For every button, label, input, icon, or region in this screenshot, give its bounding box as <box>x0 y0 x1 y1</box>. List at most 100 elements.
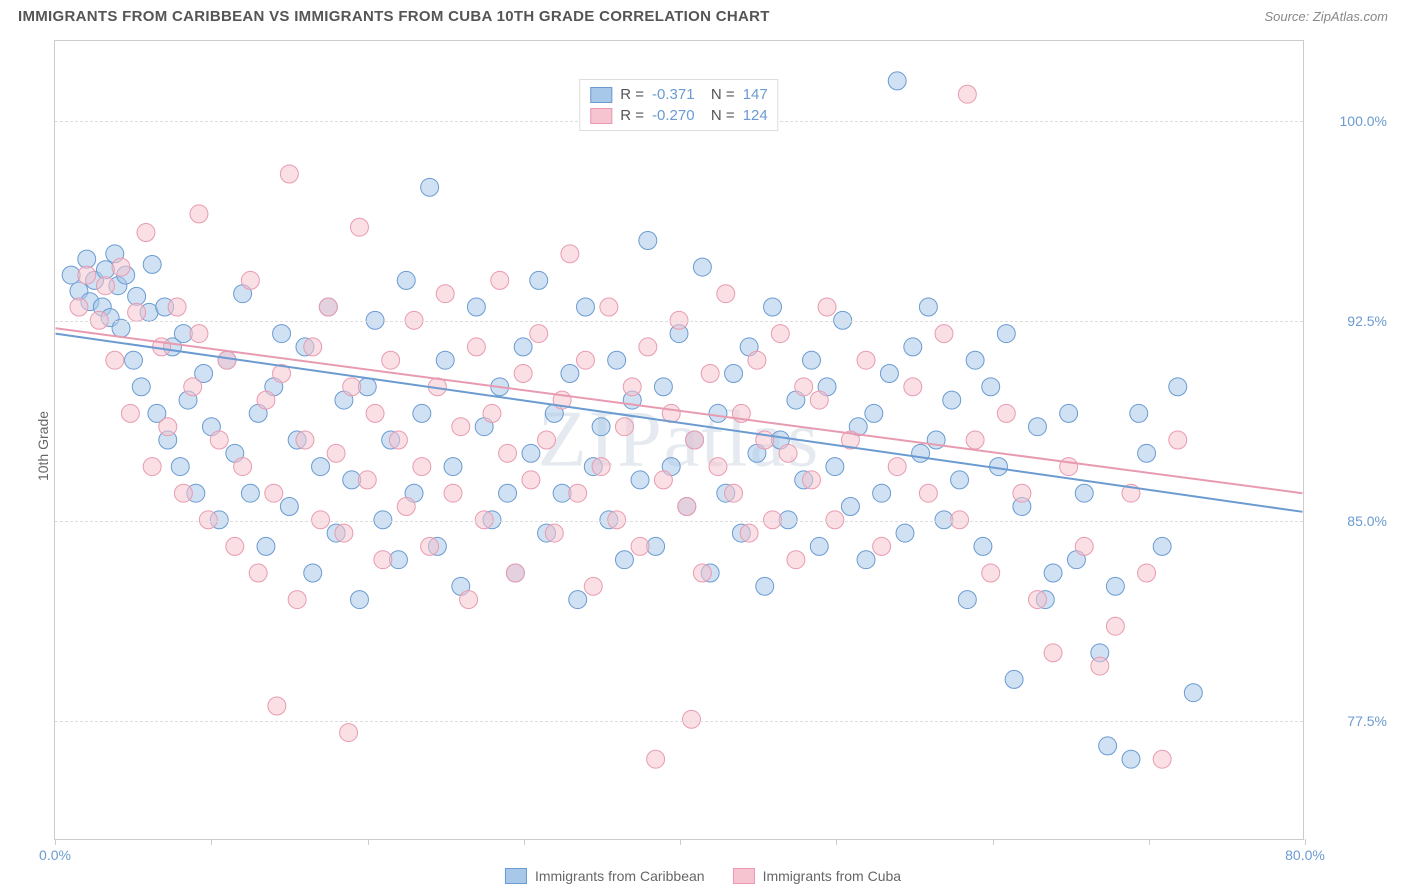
scatter-point <box>1060 458 1078 476</box>
scatter-point <box>958 591 976 609</box>
scatter-point <box>748 351 766 369</box>
x-tick-mark <box>55 839 56 845</box>
x-tick-mark <box>211 839 212 845</box>
scatter-point <box>121 404 139 422</box>
scatter-point <box>96 261 114 279</box>
scatter-point <box>296 431 314 449</box>
scatter-point <box>662 404 680 422</box>
scatter-point <box>96 277 114 295</box>
scatter-point <box>701 365 719 383</box>
scatter-point <box>1013 484 1031 502</box>
chart-header: IMMIGRANTS FROM CARIBBEAN VS IMMIGRANTS … <box>18 8 1388 25</box>
scatter-point <box>112 258 130 276</box>
scatter-point <box>78 266 96 284</box>
scatter-point <box>951 511 969 529</box>
scatter-point <box>241 484 259 502</box>
legend-swatch <box>505 868 527 884</box>
scatter-point <box>171 458 189 476</box>
scatter-point <box>779 444 797 462</box>
scatter-point <box>958 85 976 103</box>
scatter-point <box>522 471 540 489</box>
scatter-point <box>873 537 891 555</box>
scatter-point <box>795 378 813 396</box>
scatter-point <box>265 484 283 502</box>
scatter-point <box>499 484 517 502</box>
scatter-point <box>226 537 244 555</box>
scatter-point <box>584 577 602 595</box>
scatter-point <box>686 431 704 449</box>
x-tick-mark <box>524 839 525 845</box>
scatter-point <box>997 404 1015 422</box>
scatter-point <box>943 391 961 409</box>
scatter-point <box>857 351 875 369</box>
gridline-h <box>55 521 1303 522</box>
scatter-point <box>444 458 462 476</box>
chart-svg <box>55 41 1303 839</box>
scatter-point <box>382 351 400 369</box>
scatter-point <box>951 471 969 489</box>
scatter-point <box>514 365 532 383</box>
scatter-point <box>234 458 252 476</box>
scatter-point <box>268 697 286 715</box>
scatter-point <box>740 524 758 542</box>
legend-r-value: -0.270 <box>652 107 695 124</box>
scatter-point <box>1075 537 1093 555</box>
scatter-point <box>608 511 626 529</box>
scatter-point <box>413 404 431 422</box>
scatter-point <box>654 378 672 396</box>
scatter-point <box>725 365 743 383</box>
scatter-point <box>143 458 161 476</box>
scatter-point <box>340 724 358 742</box>
scatter-point <box>351 591 369 609</box>
scatter-point <box>966 351 984 369</box>
scatter-point <box>912 444 930 462</box>
scatter-point <box>826 511 844 529</box>
scatter-point <box>569 484 587 502</box>
scatter-point <box>771 325 789 343</box>
scatter-point <box>304 338 322 356</box>
scatter-point <box>257 391 275 409</box>
scatter-point <box>615 418 633 436</box>
scatter-point <box>530 271 548 289</box>
scatter-point <box>904 378 922 396</box>
scatter-point <box>810 391 828 409</box>
scatter-point <box>335 524 353 542</box>
scatter-point <box>421 178 439 196</box>
scatter-point <box>389 431 407 449</box>
legend-n-label: N = <box>703 86 735 103</box>
scatter-point <box>467 298 485 316</box>
scatter-point <box>159 418 177 436</box>
scatter-point <box>1153 750 1171 768</box>
scatter-point <box>184 378 202 396</box>
scatter-point <box>888 458 906 476</box>
x-tick-mark <box>993 839 994 845</box>
scatter-point <box>693 564 711 582</box>
scatter-point <box>128 303 146 321</box>
scatter-point <box>608 351 626 369</box>
scatter-point <box>1153 537 1171 555</box>
scatter-point <box>592 458 610 476</box>
y-axis-label: 10th Grade <box>35 411 51 481</box>
scatter-point <box>143 255 161 273</box>
scatter-point <box>826 458 844 476</box>
scatter-point <box>397 271 415 289</box>
legend-swatch <box>590 108 612 124</box>
scatter-point <box>841 498 859 516</box>
scatter-point <box>506 564 524 582</box>
scatter-point <box>1091 657 1109 675</box>
scatter-point <box>249 564 267 582</box>
scatter-point <box>935 325 953 343</box>
scatter-point <box>421 537 439 555</box>
scatter-point <box>366 404 384 422</box>
correlation-legend: R = -0.371 N = 147R = -0.270 N = 124 <box>579 79 778 131</box>
scatter-point <box>190 325 208 343</box>
scatter-point <box>374 551 392 569</box>
legend-correlation-row: R = -0.270 N = 124 <box>590 105 767 126</box>
legend-swatch <box>590 87 612 103</box>
scatter-point <box>803 351 821 369</box>
scatter-point <box>1138 444 1156 462</box>
legend-r-value: -0.371 <box>652 86 695 103</box>
x-tick-mark <box>1305 839 1306 845</box>
x-tick-label: 80.0% <box>1285 847 1325 863</box>
scatter-point <box>577 298 595 316</box>
